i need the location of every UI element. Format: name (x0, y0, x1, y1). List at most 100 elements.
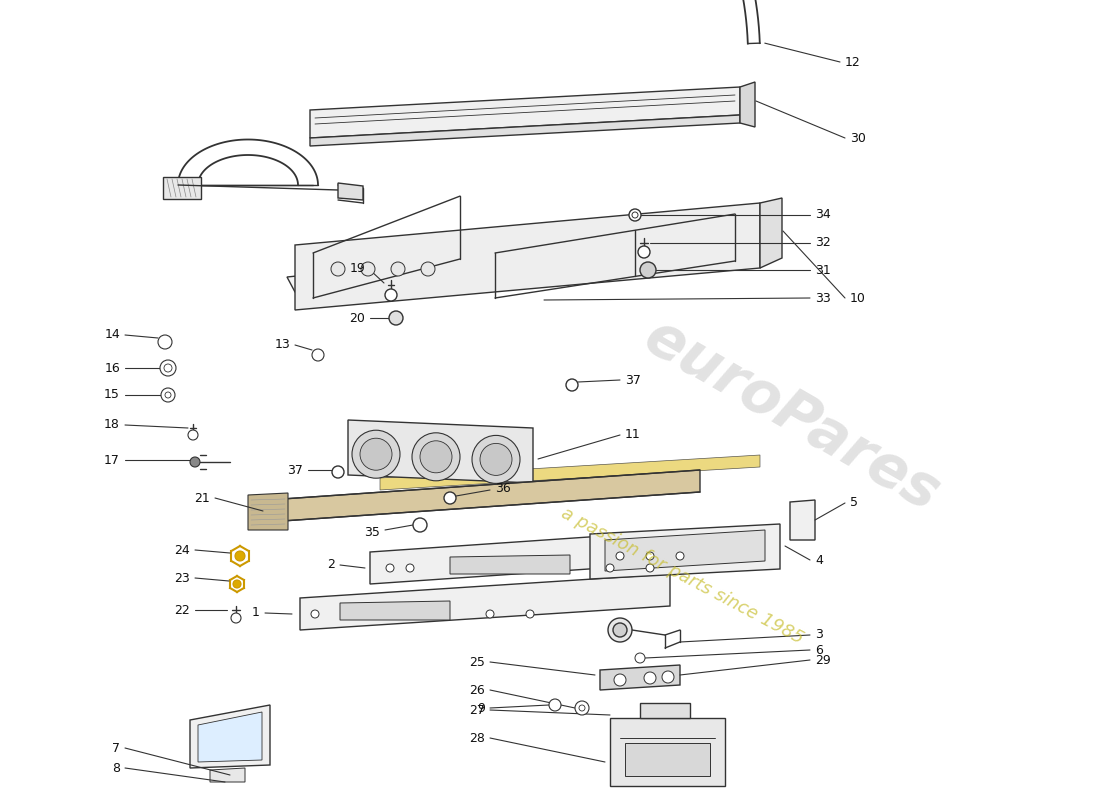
Polygon shape (348, 420, 534, 483)
Circle shape (312, 349, 324, 361)
Circle shape (486, 610, 494, 618)
Text: 7: 7 (112, 742, 120, 754)
Circle shape (231, 613, 241, 623)
Circle shape (480, 443, 512, 475)
Circle shape (311, 610, 319, 618)
Circle shape (233, 580, 241, 588)
Text: 8: 8 (112, 762, 120, 774)
Text: 3: 3 (815, 629, 823, 642)
Text: 9: 9 (477, 702, 485, 714)
Circle shape (235, 551, 245, 561)
Text: 14: 14 (104, 329, 120, 342)
Circle shape (629, 209, 641, 221)
Text: 36: 36 (495, 482, 510, 495)
Text: 28: 28 (469, 731, 485, 745)
Text: 29: 29 (815, 654, 830, 666)
Circle shape (406, 564, 414, 572)
Circle shape (164, 364, 172, 372)
Circle shape (613, 623, 627, 637)
Circle shape (579, 705, 585, 711)
Polygon shape (340, 601, 450, 620)
Text: 1: 1 (252, 606, 260, 619)
Text: 37: 37 (287, 463, 303, 477)
Polygon shape (450, 555, 570, 574)
Polygon shape (198, 712, 262, 762)
Circle shape (390, 262, 405, 276)
Circle shape (332, 466, 344, 478)
Polygon shape (210, 768, 245, 782)
Text: 11: 11 (625, 429, 640, 442)
Polygon shape (740, 82, 755, 127)
Circle shape (608, 618, 632, 642)
Polygon shape (248, 493, 288, 530)
Text: 34: 34 (815, 209, 830, 222)
Circle shape (165, 392, 170, 398)
Text: 17: 17 (104, 454, 120, 466)
Circle shape (646, 552, 654, 560)
Text: 22: 22 (174, 603, 190, 617)
Circle shape (420, 441, 452, 473)
Polygon shape (640, 703, 690, 718)
Circle shape (566, 379, 578, 391)
Text: 24: 24 (174, 543, 190, 557)
Circle shape (616, 552, 624, 560)
Polygon shape (379, 455, 760, 490)
Circle shape (160, 360, 176, 376)
Circle shape (385, 289, 397, 301)
Text: 30: 30 (850, 131, 866, 145)
Circle shape (188, 430, 198, 440)
Text: a passion for parts since 1985: a passion for parts since 1985 (558, 504, 806, 648)
Circle shape (331, 262, 345, 276)
Text: 25: 25 (469, 655, 485, 669)
Circle shape (638, 246, 650, 258)
Circle shape (549, 699, 561, 711)
Text: 19: 19 (350, 262, 365, 274)
Circle shape (635, 653, 645, 663)
Circle shape (526, 610, 534, 618)
Circle shape (644, 672, 656, 684)
Polygon shape (760, 198, 782, 268)
Text: 23: 23 (174, 571, 190, 585)
Circle shape (360, 438, 392, 470)
Polygon shape (590, 524, 780, 579)
Circle shape (444, 492, 456, 504)
Polygon shape (268, 470, 700, 522)
Circle shape (361, 262, 375, 276)
Circle shape (421, 262, 434, 276)
Polygon shape (370, 528, 720, 584)
Text: 10: 10 (850, 291, 866, 305)
Circle shape (575, 701, 589, 715)
Text: 26: 26 (470, 683, 485, 697)
Polygon shape (605, 530, 764, 571)
Text: 20: 20 (349, 311, 365, 325)
Text: 16: 16 (104, 362, 120, 374)
Text: 31: 31 (815, 263, 830, 277)
Circle shape (632, 212, 638, 218)
Circle shape (472, 435, 520, 483)
Text: 32: 32 (815, 237, 830, 250)
Polygon shape (600, 665, 680, 690)
Text: 37: 37 (625, 374, 641, 386)
Polygon shape (287, 230, 760, 292)
Text: 35: 35 (364, 526, 380, 539)
Circle shape (606, 564, 614, 572)
Text: euroPares: euroPares (635, 309, 949, 523)
Text: 18: 18 (104, 418, 120, 431)
Polygon shape (310, 87, 740, 138)
Polygon shape (300, 574, 670, 630)
Text: 12: 12 (845, 55, 860, 69)
Polygon shape (338, 183, 363, 200)
Text: 4: 4 (815, 554, 823, 566)
Polygon shape (310, 115, 740, 146)
Circle shape (386, 564, 394, 572)
Text: 5: 5 (850, 497, 858, 510)
Text: 2: 2 (327, 558, 336, 571)
Polygon shape (610, 718, 725, 786)
Circle shape (640, 262, 656, 278)
Circle shape (190, 457, 200, 467)
Polygon shape (625, 743, 710, 776)
Text: 33: 33 (815, 291, 830, 305)
Circle shape (676, 552, 684, 560)
Circle shape (412, 518, 427, 532)
Text: 27: 27 (469, 703, 485, 717)
